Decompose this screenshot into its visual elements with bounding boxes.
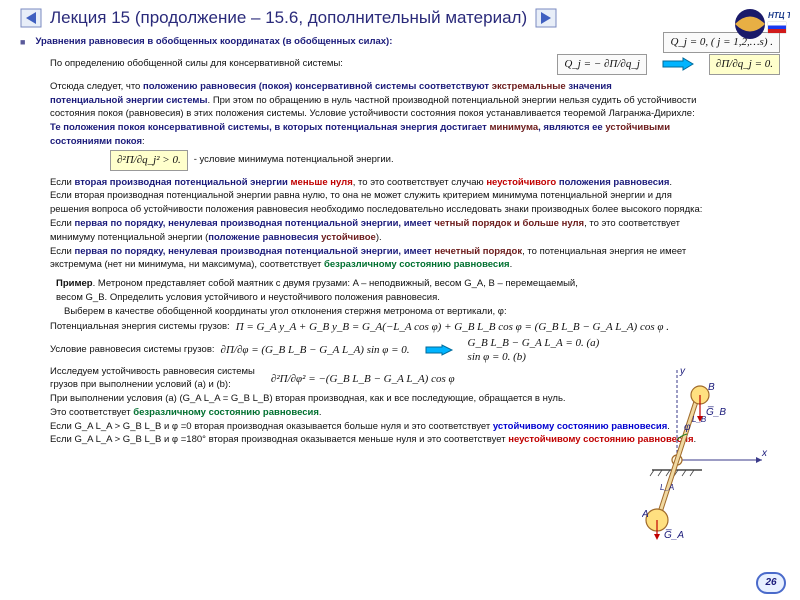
svg-text:y: y [679, 366, 686, 377]
eq6a: G_B L_B − G_A L_A = 0. (a) [468, 336, 600, 351]
eq6b: sin φ = 0. (b) [468, 350, 600, 365]
logo: НТЦ ТТ [730, 4, 790, 44]
eq-box-3: ∂²Π/∂q_j² > 0. [110, 150, 188, 171]
p3: состояния покоя (равновесия) в этих поло… [20, 108, 780, 121]
p11c: нечетный порядок [434, 246, 522, 257]
svg-text:G̅_A: G̅_A [664, 529, 684, 540]
svg-text:НТЦ ТТ: НТЦ ТТ [768, 11, 790, 20]
p15a: Если G_A L_A > G_B L_B и φ =0 вторая про… [50, 421, 493, 432]
p4a: Те положения покоя консервативной систем… [50, 122, 489, 133]
implies-arrow-icon [661, 57, 695, 71]
p6e: неустойчивого [486, 177, 559, 188]
p6a: Если [50, 177, 74, 188]
p6c: меньше нуля [291, 177, 353, 188]
cond-min: - условие минимума потенциальной энергии… [194, 154, 394, 167]
p14b: безразличному состоянию равновесия [133, 407, 319, 418]
ex3: Выберем в качестве обобщенной координаты… [20, 306, 780, 319]
p9b: первая по порядку, ненулевая производная… [74, 218, 434, 229]
p1c: экстремальные [492, 81, 569, 92]
svg-text:x: x [761, 448, 768, 459]
eq-generalized-heading: Уравнения равновесия в обобщенных коорди… [35, 36, 392, 49]
ex6a: Исследуем устойчивость равновесия систем… [50, 366, 255, 379]
eq4: Π = G_A y_A + G_B y_B = G_A(−L_A cos φ) … [236, 320, 669, 335]
ex1b: . Метроном представляет собой маятник с … [93, 278, 578, 289]
p10b: положение равновесия [208, 232, 321, 243]
p16a: Если G_A L_A > G_B L_B и φ =180° вторая … [50, 434, 508, 445]
eq7: ∂²Π/∂φ² = −(G_B L_B − G_A L_A) cos φ [271, 372, 455, 387]
ex4: Потенциальная энергия системы грузов: [50, 321, 230, 334]
p6d: , то это соответствует случаю [353, 177, 487, 188]
p10c: устойчивое [321, 232, 376, 243]
svg-text:G̅_B: G̅_B [706, 406, 726, 418]
nav-prev-icon[interactable] [20, 8, 42, 28]
p7: Если вторая производная потенциальной эн… [20, 190, 780, 203]
p14a: Это соответствует [50, 407, 133, 418]
p4b: минимума [489, 122, 538, 133]
p5: состояниями покоя [50, 136, 142, 147]
ex6b: грузов при выполнении условий (a) и (b): [50, 379, 255, 392]
svg-text:L_A: L_A [660, 483, 674, 492]
definition-text: По определению обобщенной силы для консе… [50, 58, 343, 71]
p6f: положения равновесия [559, 177, 670, 188]
svg-text:φ: φ [684, 422, 691, 433]
p4d: устойчивыми [605, 122, 670, 133]
svg-text:B: B [708, 382, 715, 393]
p10a: минимуму потенциальной энергии ( [50, 232, 208, 243]
p11d: , то потенциальная энергия не имеет [522, 246, 686, 257]
bullet-icon: ■ [20, 36, 25, 48]
eq-box-2b: ∂Π/∂q_j = 0. [709, 54, 780, 75]
p1b: положению равновесия (покоя) консерватив… [143, 81, 492, 92]
eq-box-2a: Q_j = − ∂Π/∂q_j [557, 54, 647, 75]
p2a: потенциальной энергии системы [50, 95, 208, 106]
p2b: . При этом по обращению в нуль частной п… [208, 95, 697, 106]
eq5: ∂Π/∂φ = (G_B L_B − G_A L_A) sin φ = 0. [221, 343, 410, 358]
p8: решения вопроса об устойчивости положени… [20, 204, 780, 217]
nav-next-icon[interactable] [535, 8, 557, 28]
metronome-diagram: y x B A φ L_B L_A G̅_B G̅_A [642, 360, 772, 540]
slide-number: 26 [756, 572, 786, 594]
ex2: весом G_B. Определить условия устойчивог… [20, 292, 780, 305]
p9d: , то это соответствует [584, 218, 680, 229]
ex5: Условие равновесия системы грузов: [50, 344, 215, 357]
p9a: Если [50, 218, 74, 229]
p10d: ). [376, 232, 382, 243]
p1d: значения [568, 81, 611, 92]
example-title: Пример [56, 278, 93, 289]
page-title: Лекция 15 (продолжение – 15.6, дополните… [50, 8, 527, 28]
p9c: четный порядок и больше нуля [434, 218, 584, 229]
p12a: экстремума (нет ни минимума, ни максимум… [50, 259, 324, 270]
p1a: Отсюда следует, что [50, 81, 143, 92]
implies-arrow-2-icon [424, 344, 454, 356]
p11b: первая по порядку, ненулевая производная… [74, 246, 434, 257]
p12b: безразличному состоянию равновесия [324, 259, 510, 270]
p4c: , являются ее [538, 122, 605, 133]
p6b: вторая производная потенциальной энергии [74, 177, 290, 188]
p11a: Если [50, 246, 74, 257]
svg-text:A: A [642, 509, 649, 520]
